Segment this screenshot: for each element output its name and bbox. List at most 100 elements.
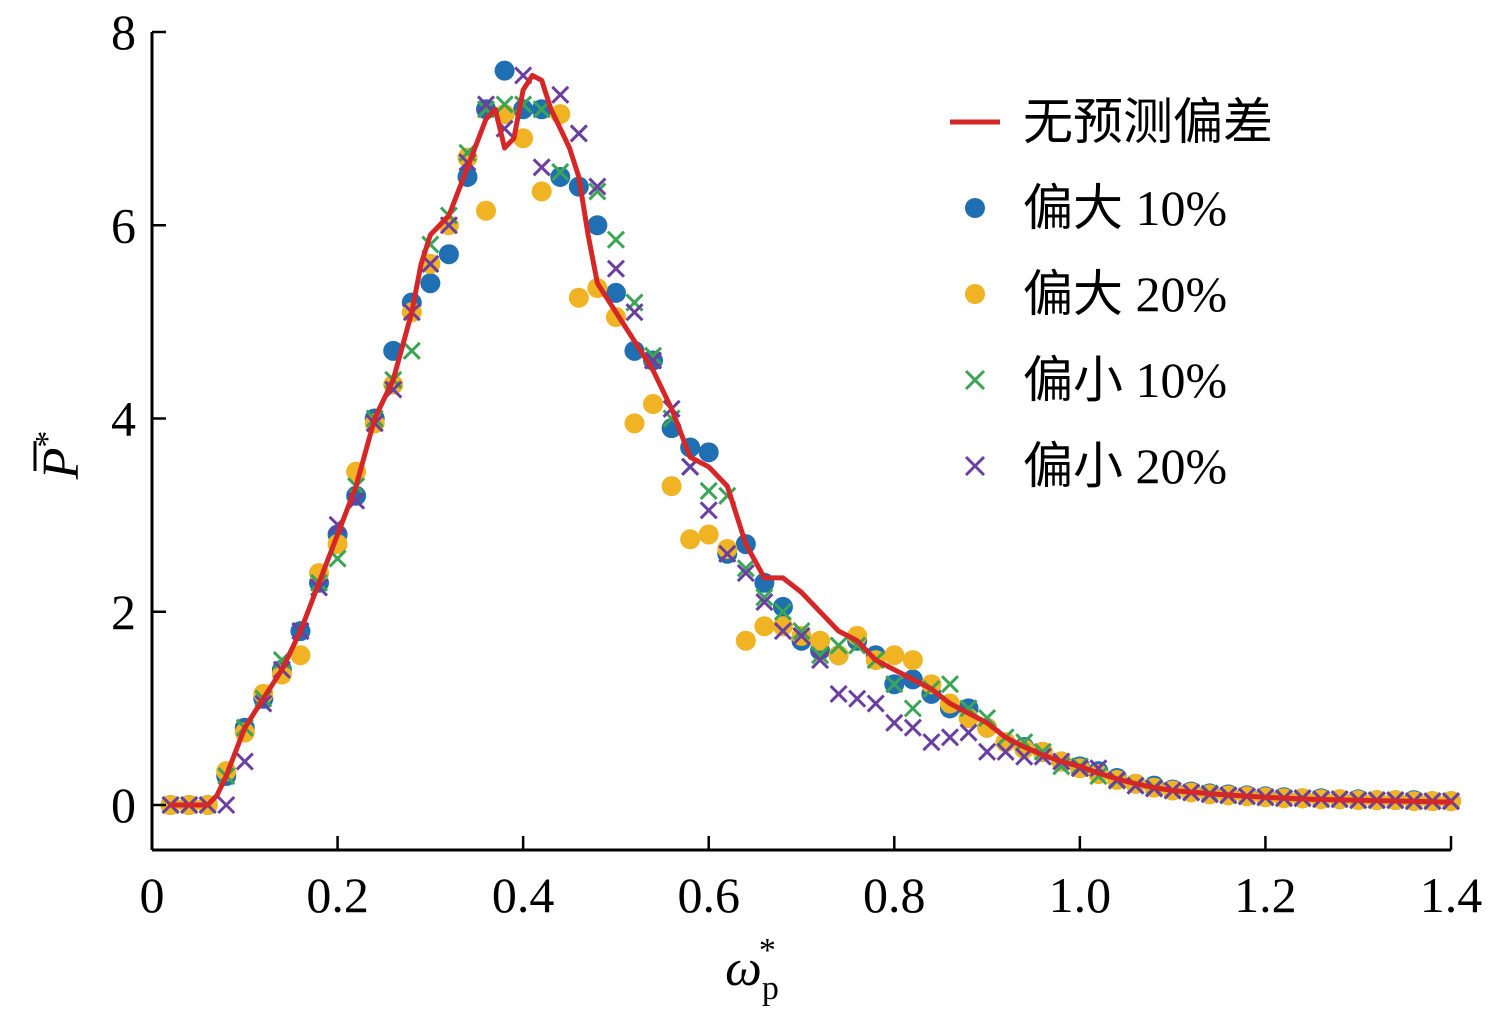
data-point bbox=[940, 728, 960, 747]
x-tick-label: 1.2 bbox=[1234, 867, 1297, 923]
data-point bbox=[235, 752, 254, 771]
data-point bbox=[699, 481, 718, 501]
data-point bbox=[959, 723, 978, 742]
data-point bbox=[792, 622, 811, 641]
data-point bbox=[772, 596, 793, 617]
data-point bbox=[848, 689, 867, 708]
data-point bbox=[532, 158, 551, 177]
data-point bbox=[606, 230, 625, 249]
data-point bbox=[736, 559, 755, 578]
data-point bbox=[569, 124, 588, 143]
data-point bbox=[718, 544, 737, 563]
x-axis-title: ωp* bbox=[725, 932, 779, 1007]
data-point bbox=[699, 501, 718, 520]
data-point bbox=[810, 646, 830, 665]
legend-swatch bbox=[964, 455, 986, 477]
data-point bbox=[624, 413, 645, 434]
x-tick-label: 0.6 bbox=[677, 867, 740, 923]
data-point bbox=[587, 215, 608, 236]
series-line bbox=[168, 73, 1454, 808]
data-point bbox=[625, 303, 644, 322]
data-point bbox=[495, 95, 514, 114]
ticks: 0 0.2 0.4 0.6 0.8 1.0 1.2 1.4 0 2 4 6 8 bbox=[111, 4, 1482, 923]
x-axis-subscript: p bbox=[762, 970, 779, 1007]
x-tick-label: 0.8 bbox=[863, 867, 926, 923]
legend-swatch bbox=[965, 198, 985, 218]
data-point bbox=[902, 650, 923, 671]
series-3 bbox=[161, 95, 1461, 815]
data-point bbox=[903, 699, 922, 718]
legend-label: 偏大 20% bbox=[1023, 266, 1227, 322]
x-tick-label: 1.4 bbox=[1420, 867, 1483, 923]
data-point bbox=[643, 394, 664, 415]
data-point bbox=[735, 630, 756, 651]
data-point bbox=[829, 636, 848, 655]
data-point bbox=[568, 287, 589, 308]
data-point bbox=[755, 588, 774, 607]
data-point bbox=[531, 181, 552, 202]
legend-swatch bbox=[965, 284, 985, 304]
legend-item: 无预测偏差 bbox=[950, 94, 1273, 150]
data-point bbox=[217, 795, 236, 815]
y-tick-label: 8 bbox=[111, 4, 136, 60]
legend-label: 偏小 20% bbox=[1023, 438, 1227, 494]
data-point bbox=[754, 616, 775, 637]
data-point bbox=[290, 645, 311, 666]
data-point bbox=[402, 341, 421, 360]
x-tick-label: 0.4 bbox=[492, 867, 555, 923]
series-4 bbox=[161, 66, 1461, 815]
data-point bbox=[513, 128, 534, 149]
data-point bbox=[551, 85, 570, 104]
data-point bbox=[698, 524, 719, 545]
data-point bbox=[736, 564, 755, 583]
data-point bbox=[885, 713, 904, 732]
data-point bbox=[810, 630, 831, 651]
legend-item: 偏大 20% bbox=[965, 266, 1227, 322]
data-point bbox=[940, 675, 960, 694]
series-0 bbox=[168, 73, 1454, 808]
data-point bbox=[588, 177, 607, 196]
y-tick-label: 2 bbox=[111, 584, 136, 640]
axes bbox=[150, 32, 1451, 852]
x-axis-superscript: * bbox=[759, 932, 776, 969]
data-point bbox=[494, 60, 515, 81]
series-2 bbox=[160, 104, 1461, 815]
data-point bbox=[810, 651, 830, 670]
data-point bbox=[680, 529, 701, 550]
legend-label: 偏大 10% bbox=[1023, 180, 1227, 236]
y-tick-label: 6 bbox=[111, 197, 136, 253]
data-point bbox=[978, 708, 997, 728]
legend-item: 偏小 20% bbox=[964, 438, 1227, 494]
data-point bbox=[588, 182, 607, 201]
data-point bbox=[698, 442, 719, 463]
legend-swatch bbox=[964, 369, 986, 391]
y-tick-label: 4 bbox=[111, 391, 136, 447]
x-axis-symbol: ω bbox=[725, 940, 762, 997]
data-point bbox=[884, 645, 905, 666]
legend-label: 偏小 10% bbox=[1023, 352, 1227, 408]
data-point bbox=[551, 163, 570, 182]
data-point bbox=[866, 694, 885, 713]
data-point bbox=[717, 538, 738, 559]
series-1 bbox=[160, 60, 1461, 815]
legend-label: 无预测偏差 bbox=[1023, 94, 1273, 150]
data-point bbox=[885, 675, 904, 694]
data-point bbox=[773, 602, 793, 621]
data-point bbox=[903, 718, 922, 737]
data-point bbox=[606, 259, 625, 278]
legend-item: 偏小 10% bbox=[964, 352, 1227, 408]
data-point bbox=[772, 616, 793, 637]
data-point bbox=[828, 645, 849, 666]
y-axis-symbol: P bbox=[33, 448, 90, 481]
data-point bbox=[755, 593, 774, 612]
data-point bbox=[438, 244, 459, 265]
data-point bbox=[605, 282, 626, 303]
data-point bbox=[550, 166, 571, 187]
data-point bbox=[773, 622, 793, 641]
data-point bbox=[476, 200, 497, 221]
data-point bbox=[829, 684, 848, 703]
data-point bbox=[996, 742, 1015, 761]
data-point bbox=[922, 733, 941, 752]
